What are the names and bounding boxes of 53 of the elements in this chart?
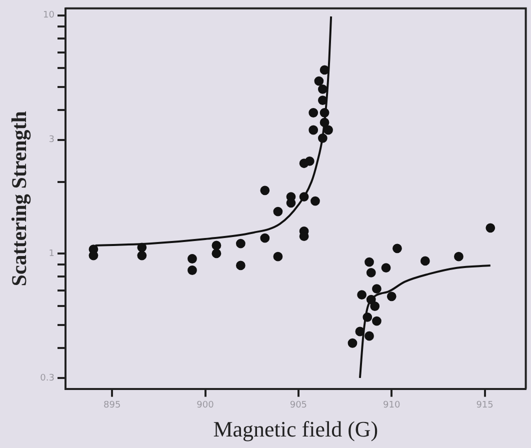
point [364, 257, 374, 267]
point [320, 118, 330, 128]
point [212, 240, 222, 250]
point [355, 326, 365, 336]
x-tick-label: 910 [383, 400, 400, 411]
y-tick-label: 3 [48, 135, 55, 146]
point [318, 133, 328, 143]
point [370, 302, 380, 311]
point [357, 290, 367, 300]
point [137, 250, 147, 260]
point [372, 284, 382, 294]
point [486, 223, 496, 233]
x-tick-label: 900 [196, 400, 214, 411]
point [320, 65, 330, 75]
point [308, 125, 318, 135]
point [137, 242, 147, 252]
point [260, 186, 270, 196]
x-tick-label: 915 [476, 400, 494, 411]
y-tick-label: 0.3 [40, 373, 55, 384]
point [236, 260, 246, 270]
point [236, 238, 246, 248]
point [320, 108, 330, 118]
y-axis-title: Scattering Strength [7, 110, 32, 286]
point [310, 196, 320, 206]
point [318, 84, 328, 94]
point [454, 252, 464, 262]
point [212, 248, 222, 258]
point [314, 76, 324, 86]
x-axis-title: Magnetic field (G) [213, 416, 378, 442]
point [188, 254, 197, 264]
x-tick-label: 905 [290, 400, 308, 411]
x-tick-label: 895 [104, 400, 121, 411]
point [273, 252, 283, 262]
point [372, 316, 382, 326]
point [308, 108, 318, 118]
point [299, 192, 309, 202]
point [188, 266, 197, 275]
point [299, 158, 309, 168]
y-tick-label: 10 [43, 10, 55, 21]
point [324, 125, 333, 135]
point [260, 233, 270, 243]
point [420, 256, 430, 266]
y-tick-label: 1 [48, 248, 55, 259]
point [386, 292, 396, 302]
point [348, 338, 358, 348]
point [392, 244, 402, 254]
point [318, 96, 328, 105]
point [381, 263, 391, 273]
point [273, 206, 283, 216]
point [366, 268, 376, 278]
point [366, 294, 376, 304]
point [362, 312, 372, 322]
point [364, 331, 374, 341]
